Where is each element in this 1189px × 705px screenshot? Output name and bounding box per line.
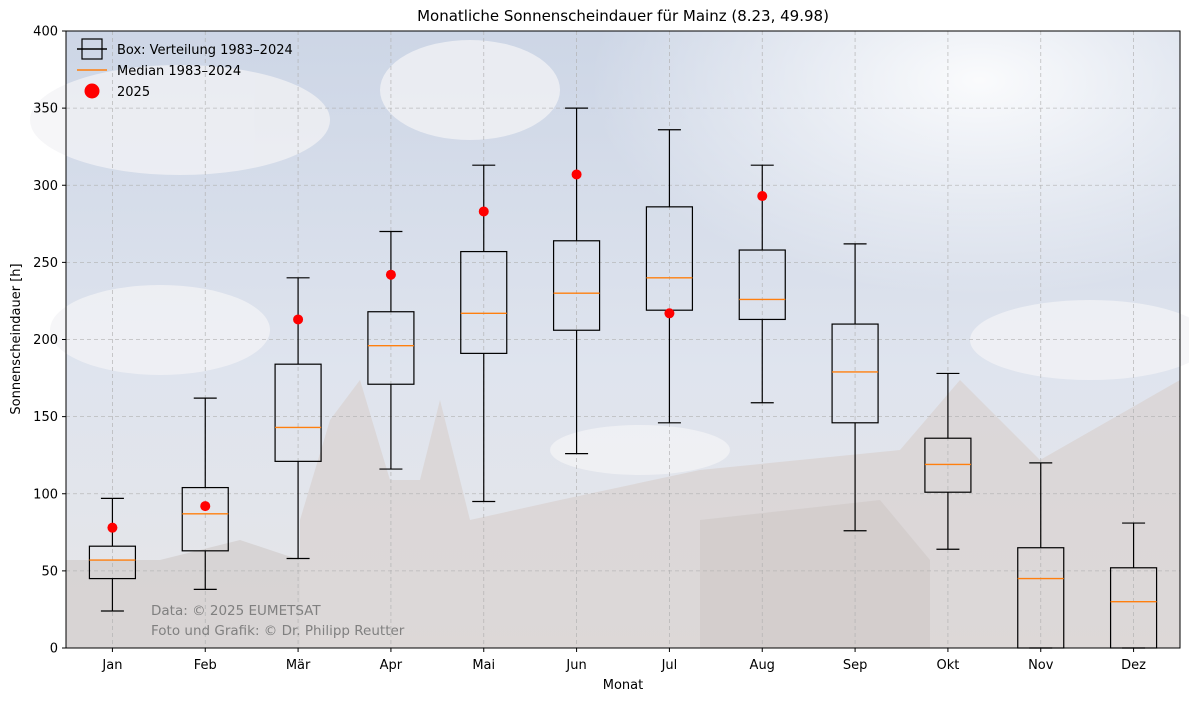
- x-tick-label: Feb: [194, 658, 217, 673]
- point-2025-Apr: [385, 269, 396, 280]
- x-axis-label: Monat: [603, 678, 643, 693]
- x-tick-label: Jun: [565, 658, 586, 673]
- x-tick-label: Mär: [286, 658, 311, 673]
- x-tick-label: Okt: [936, 658, 959, 673]
- box-iqr: [460, 250, 508, 354]
- box-Mär: [274, 277, 322, 560]
- point-2025-Aug: [757, 191, 768, 202]
- box-iqr: [88, 545, 137, 580]
- point-2025-Jul: [664, 308, 675, 319]
- background-photo: [30, 31, 1189, 648]
- x-tick-label: Jan: [101, 658, 122, 673]
- y-tick-label: 300: [33, 179, 58, 194]
- points-2025-series: [107, 169, 768, 533]
- legend-item-box: Box: Verteilung 1983–2024: [77, 38, 293, 60]
- box-Aug: [738, 164, 786, 404]
- box-iqr: [831, 323, 879, 424]
- y-tick-label: 350: [33, 102, 58, 117]
- box-Nov: [1017, 462, 1065, 649]
- point-2025-Jun: [571, 169, 582, 180]
- x-tick-label: Dez: [1121, 658, 1146, 673]
- chart-title: Monatliche Sonnenscheindauer für Mainz (…: [417, 7, 829, 25]
- box-Jan: [88, 497, 137, 612]
- y-tick-label: 100: [33, 487, 58, 502]
- legend-item-median: Median 1983–2024: [77, 64, 241, 79]
- x-tick-label: Mai: [472, 658, 495, 673]
- legend-label-2025: 2025: [117, 85, 150, 100]
- y-axis-label: Sonnenscheindauer [h]: [9, 263, 24, 414]
- box-Okt: [924, 372, 972, 550]
- x-tick-label: Aug: [750, 658, 775, 673]
- point-2025-Jan: [107, 522, 118, 533]
- box-iqr: [367, 311, 415, 385]
- y-tick-label: 0: [50, 642, 58, 657]
- box-Feb: [181, 397, 229, 590]
- legend-label-box: Box: Verteilung 1983–2024: [117, 43, 293, 58]
- box-iqr: [924, 437, 972, 493]
- x-tick-label: Sep: [843, 658, 868, 673]
- y-tick-label: 150: [33, 410, 58, 425]
- x-tick-label: Apr: [380, 658, 403, 673]
- box-iqr: [181, 486, 229, 552]
- annotation-photo-credit: Foto und Grafik: © Dr. Philipp Reutter: [151, 623, 405, 639]
- legend-item-2025: 2025: [84, 83, 150, 100]
- box-iqr: [274, 363, 322, 462]
- annotation-data-credit: Data: © 2025 EUMETSAT: [151, 603, 321, 619]
- point-2025-Feb: [200, 501, 211, 512]
- axes: 0 50 100 150 200 250 300 350 400 Jan Feb Mär Apr Mai J…: [33, 25, 1146, 674]
- legend: Box: Verteilung 1983–2024 Median 1983–20…: [77, 38, 293, 100]
- box-iqr: [552, 240, 601, 331]
- y-tick-label: 250: [33, 256, 58, 271]
- y-tick-label: 200: [33, 333, 58, 348]
- y-tick-label: 50: [41, 564, 58, 579]
- point-2025-Mai: [478, 206, 489, 217]
- box-iqr: [738, 249, 786, 321]
- box-Mai: [460, 164, 508, 503]
- box-Jul: [645, 129, 694, 424]
- x-tick-label: Jul: [661, 658, 678, 673]
- y-tick-label: 400: [33, 25, 58, 40]
- legend-label-median: Median 1983–2024: [117, 64, 241, 79]
- box-Sep: [831, 243, 879, 532]
- x-tick-label: Nov: [1028, 658, 1054, 673]
- point-2025-Mär: [293, 314, 304, 325]
